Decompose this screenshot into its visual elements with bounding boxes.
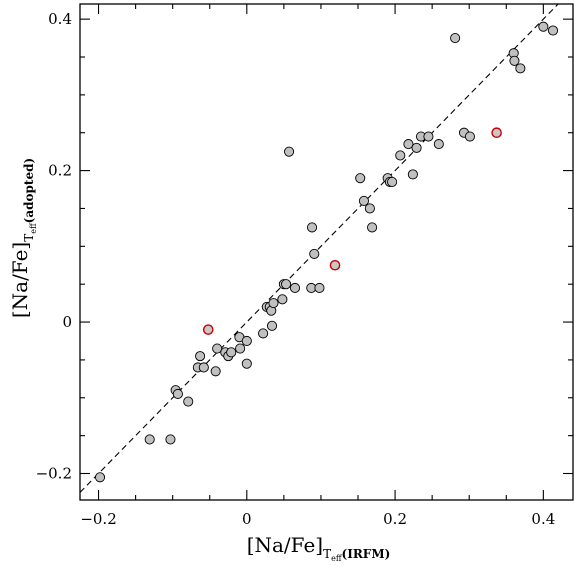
data-point <box>364 203 375 214</box>
data-point <box>358 195 369 206</box>
data-points-layer <box>94 21 559 483</box>
x-tick-label: 0.2 <box>383 510 407 528</box>
data-point <box>509 55 520 66</box>
data-point <box>144 434 155 445</box>
data-point <box>547 25 559 36</box>
axis-ticks-layer: −0.2 0 0.2 0.4 −0.2 0 0.2 0.4 <box>36 4 573 528</box>
data-point <box>94 472 106 483</box>
data-point <box>183 396 194 407</box>
data-point <box>195 351 206 362</box>
data-point <box>306 222 318 233</box>
data-point <box>226 347 237 358</box>
plot-frame <box>79 3 574 501</box>
y-axis-label-main: [Na/Fe] <box>8 242 32 318</box>
y-tick-label: 0.4 <box>48 10 72 28</box>
reference-line-layer <box>79 3 559 493</box>
data-point <box>281 279 292 290</box>
data-point <box>210 366 221 377</box>
x-axis-label-main: [Na/Fe] <box>247 533 323 557</box>
data-point <box>450 33 461 44</box>
data-point <box>403 139 414 150</box>
data-point <box>464 131 476 142</box>
x-tick-label: −0.2 <box>80 510 116 528</box>
y-axis-label-sub: T <box>22 234 36 242</box>
data-point <box>538 21 549 32</box>
data-point <box>355 173 366 184</box>
data-point <box>314 282 325 294</box>
data-point-highlighted <box>329 259 341 271</box>
data-point <box>284 146 295 157</box>
x-tick-label: 0.4 <box>531 510 555 528</box>
data-point <box>212 343 223 354</box>
data-point <box>423 131 434 142</box>
data-point-highlighted <box>202 324 214 335</box>
y-tick-label: 0.2 <box>48 162 72 180</box>
data-point <box>395 150 406 161</box>
data-point <box>268 298 279 309</box>
data-point <box>277 294 288 305</box>
y-tick-label: −0.2 <box>36 464 72 482</box>
y-tick-label: 0 <box>62 313 72 331</box>
data-point <box>411 142 422 153</box>
data-point <box>241 335 252 347</box>
data-point <box>433 139 444 150</box>
y-axis-label-tail: (adopted) <box>22 158 36 223</box>
y-axis-label-subsub: eff <box>29 222 38 234</box>
data-point <box>258 328 269 339</box>
data-point <box>367 222 378 233</box>
data-point <box>387 176 398 188</box>
data-point-highlighted <box>491 127 502 139</box>
x-axis-label-subsub: eff <box>331 554 343 563</box>
data-point <box>407 169 418 180</box>
data-point <box>241 358 252 369</box>
data-point <box>198 362 209 373</box>
x-tick-label: 0 <box>242 510 252 528</box>
x-axis-label: [Na/Fe]Teff(IRFM) <box>247 533 391 563</box>
data-point <box>235 343 246 354</box>
reference-line <box>79 3 559 493</box>
data-point <box>515 63 526 74</box>
x-axis-label-sub: T <box>323 547 331 561</box>
data-point <box>289 282 301 294</box>
data-point <box>309 248 320 259</box>
y-axis-label: [Na/Fe]Teff(adopted) <box>8 158 38 318</box>
x-axis-label-tail: (IRFM) <box>342 547 391 561</box>
data-point <box>165 434 176 445</box>
data-point <box>172 388 183 400</box>
data-point <box>266 320 278 331</box>
